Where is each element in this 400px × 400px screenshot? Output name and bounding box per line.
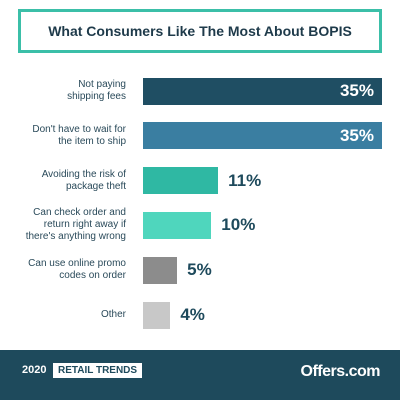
bar (143, 301, 171, 329)
category-label: Not paying shipping fees (67, 79, 126, 102)
bar (143, 167, 219, 195)
value-label: 10% (221, 215, 256, 235)
value-label: 11% (228, 170, 262, 190)
value-label: 35% (339, 81, 374, 100)
bar (143, 122, 382, 150)
footer-year: 2020 (22, 364, 47, 376)
footer-brand: Offers.com (300, 363, 381, 380)
value-label: 4% (180, 305, 205, 324)
footer-tag: RETAIL TRENDS (53, 363, 143, 378)
category-label: Can check order and return right away if… (25, 207, 126, 243)
bar (143, 211, 212, 239)
chart-title: What Consumers Like The Most About BOPIS (48, 23, 352, 39)
title-box: What Consumers Like The Most About BOPIS (18, 9, 382, 53)
value-label: 5% (187, 260, 212, 280)
bar (143, 77, 382, 105)
category-label: Avoiding the risk of package theft (41, 168, 126, 192)
category-label: Can use online promo codes on order (28, 258, 126, 282)
category-label: Don't have to wait for the item to ship (32, 123, 126, 147)
value-label: 35% (339, 125, 374, 145)
category-label: Other (100, 309, 126, 320)
bar (143, 256, 178, 284)
footer: 2020 RETAIL TRENDS Offers.com (0, 350, 400, 400)
